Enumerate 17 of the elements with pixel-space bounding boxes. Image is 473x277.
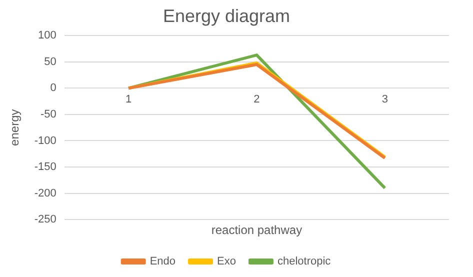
y-tick-label: 0 [50, 82, 56, 94]
y-tick-label: -50 [40, 108, 56, 120]
x-axis-title: reaction pathway [211, 223, 302, 238]
x-tick-label: 1 [125, 94, 132, 106]
y-tick-label: -250 [34, 214, 56, 226]
x-tick-label: 2 [254, 94, 260, 106]
y-axis-title: energy [8, 109, 22, 146]
legend-label: chelotropic [277, 256, 332, 268]
y-tick-label: -150 [34, 161, 56, 174]
y-tick-label: -100 [34, 134, 56, 147]
y-tick-label: -200 [34, 187, 56, 200]
chart-title: Energy diagram [162, 6, 290, 26]
y-tick-label: 50 [44, 56, 56, 68]
y-tick-label: 100 [38, 30, 56, 42]
x-tick-label: 3 [382, 94, 388, 106]
legend-label: Endo [150, 256, 176, 268]
legend-label: Exo [217, 256, 236, 268]
